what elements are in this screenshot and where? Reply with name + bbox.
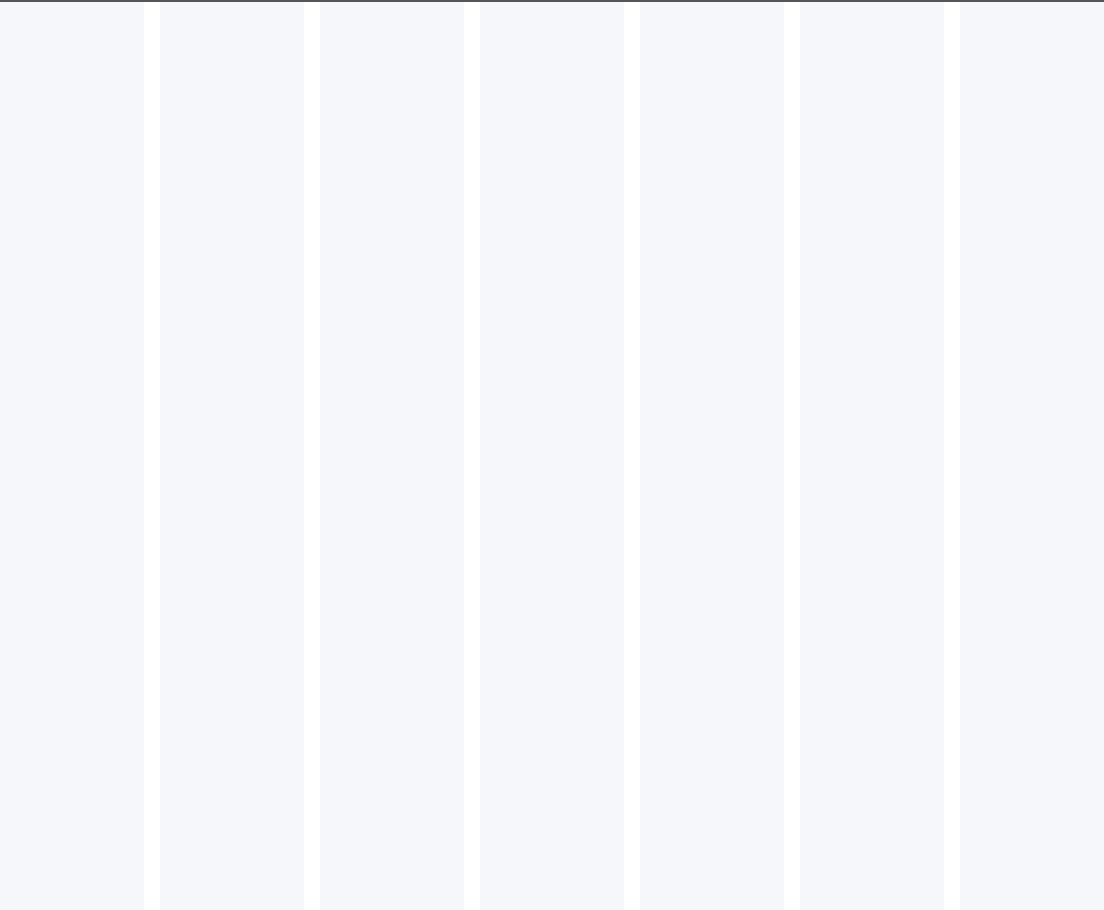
- weather-forecast-panel: [0, 0, 1104, 910]
- forecast-day-list: [0, 2, 1104, 910]
